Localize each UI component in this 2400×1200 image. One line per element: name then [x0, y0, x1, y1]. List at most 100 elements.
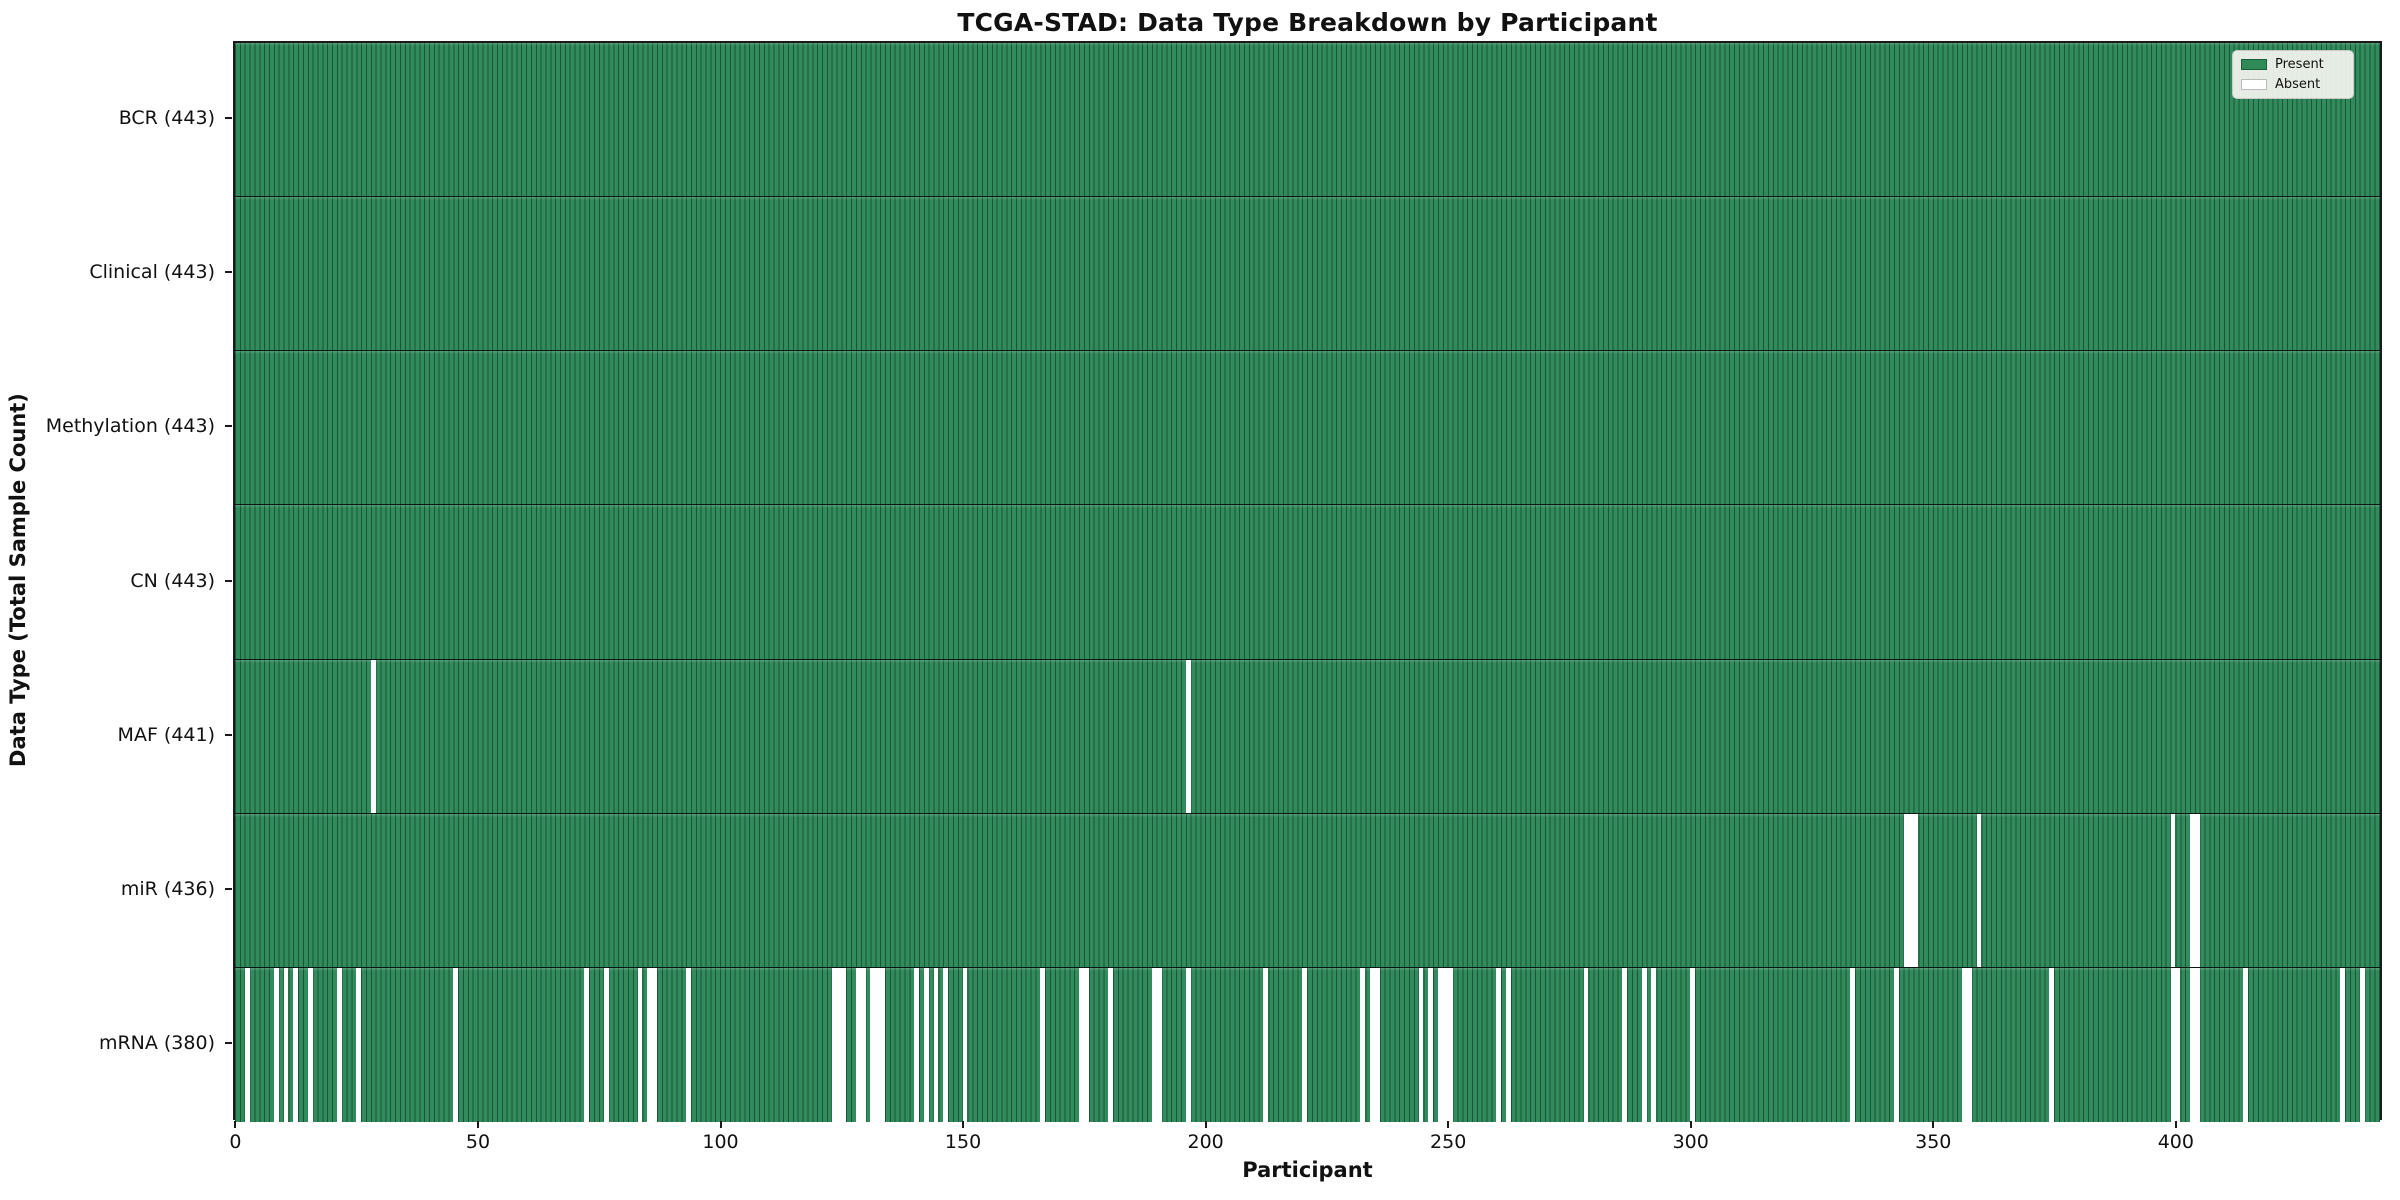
absent-cell — [1913, 813, 1919, 967]
absent-cell — [1583, 967, 1589, 1122]
absent-cell — [283, 967, 289, 1122]
x-tick-mark — [476, 1121, 479, 1128]
absent-cell — [962, 967, 968, 1122]
x-tick-label-0: 0 — [229, 1131, 242, 1153]
absent-cell — [1651, 967, 1657, 1122]
absent-cell — [831, 967, 837, 1122]
absent-cell — [1908, 813, 1914, 967]
absent-cell — [2189, 967, 2195, 1122]
absent-cell — [2049, 967, 2055, 1122]
absent-cell — [273, 967, 279, 1122]
y-tick-label-mRNA: mRNA (380) — [98, 1031, 215, 1054]
x-tick-mark — [962, 1121, 965, 1128]
absent-cell — [647, 967, 653, 1122]
absent-cell — [336, 967, 342, 1122]
heatmap-row-MAF — [235, 659, 2380, 814]
absent-cell — [1442, 967, 1448, 1122]
plot-area: Present Absent — [233, 41, 2382, 1122]
x-tick-label-200: 200 — [1187, 1131, 1224, 1153]
absent-cell — [370, 659, 376, 813]
absent-cell — [880, 967, 886, 1122]
absent-swatch-icon — [2241, 79, 2267, 90]
y-tick-label-MAF: MAF (441) — [117, 723, 215, 746]
absent-cell — [1083, 967, 1089, 1122]
absent-cell — [293, 967, 299, 1122]
absent-cell — [860, 967, 866, 1122]
y-tick-mark — [225, 117, 232, 120]
absent-cell — [1966, 967, 1972, 1122]
absent-cell — [244, 967, 250, 1122]
absent-cell — [603, 967, 609, 1122]
present-swatch-icon — [2241, 59, 2267, 70]
x-tick-label-50: 50 — [465, 1131, 491, 1153]
y-tick-label-Clinical: Clinical (443) — [89, 261, 215, 284]
x-tick-label-150: 150 — [944, 1131, 982, 1153]
absent-cell — [2194, 813, 2200, 967]
y-tick-label-Methylation: Methylation (443) — [45, 415, 215, 438]
absent-cell — [1850, 967, 1856, 1122]
y-tick-mark — [225, 1041, 232, 1044]
absent-cell — [2243, 967, 2249, 1122]
absent-cell — [453, 967, 459, 1122]
absent-cell — [1156, 967, 1162, 1122]
x-tick-label-400: 400 — [2157, 1131, 2194, 1153]
y-tick-mark — [225, 579, 232, 582]
heatmap-row-BCR — [235, 43, 2380, 198]
y-tick-label-BCR: BCR (443) — [118, 107, 215, 130]
legend-entry-absent: Absent — [2241, 77, 2345, 92]
x-tick-label-300: 300 — [1672, 1131, 1709, 1153]
absent-cell — [1903, 813, 1909, 967]
x-tick-mark — [719, 1121, 722, 1128]
absent-cell — [1370, 967, 1375, 1122]
absent-cell — [875, 967, 881, 1122]
y-tick-mark — [225, 887, 232, 890]
absent-cell — [2194, 967, 2200, 1122]
absent-cell — [1447, 967, 1453, 1122]
absent-cell — [356, 967, 362, 1122]
legend-absent-label: Absent — [2275, 77, 2321, 92]
heatmap-row-miR — [235, 813, 2380, 968]
x-tick-mark — [1932, 1121, 1935, 1128]
x-tick-label-100: 100 — [702, 1131, 739, 1153]
absent-cell — [1185, 659, 1191, 813]
x-tick-mark — [234, 1121, 237, 1128]
absent-cell — [836, 967, 842, 1122]
x-tick-mark — [1204, 1121, 1207, 1128]
absent-cell — [933, 967, 939, 1122]
heatmap-row-CN — [235, 505, 2380, 660]
absent-cell — [1418, 967, 1424, 1122]
absent-cell — [686, 967, 691, 1122]
legend: Present Absent — [2232, 50, 2354, 99]
absent-cell — [2170, 813, 2176, 967]
x-tick-label-350: 350 — [1915, 1131, 1952, 1153]
absent-cell — [2359, 967, 2365, 1122]
absent-cell — [1151, 967, 1157, 1122]
legend-entry-present: Present — [2241, 57, 2345, 72]
legend-present-label: Present — [2275, 57, 2324, 72]
absent-cell — [2340, 967, 2346, 1122]
x-tick-mark — [1447, 1121, 1450, 1128]
y-tick-mark — [225, 271, 232, 274]
chart-title: TCGA-STAD: Data Type Breakdown by Partic… — [957, 8, 1658, 37]
absent-cell — [1108, 967, 1114, 1122]
heatmap-row-mRNA — [235, 967, 2380, 1122]
absent-cell — [1690, 967, 1696, 1122]
absent-cell — [1374, 967, 1380, 1122]
absent-cell — [923, 967, 929, 1122]
absent-cell — [1976, 813, 1982, 967]
absent-cell — [2175, 967, 2181, 1122]
x-axis-label: Participant — [1242, 1158, 1373, 1182]
heatmap-row-Methylation — [235, 351, 2380, 506]
absent-cell — [1496, 967, 1502, 1122]
absent-cell — [1302, 967, 1308, 1122]
absent-cell — [943, 967, 949, 1122]
y-tick-label-CN: CN (443) — [130, 569, 215, 592]
absent-cell — [1505, 967, 1511, 1122]
absent-cell — [1185, 967, 1191, 1122]
heatmap-row-Clinical — [235, 197, 2380, 352]
absent-cell — [841, 967, 847, 1122]
absent-cell — [1438, 967, 1443, 1122]
absent-cell — [1622, 967, 1628, 1122]
absent-cell — [1079, 967, 1084, 1122]
